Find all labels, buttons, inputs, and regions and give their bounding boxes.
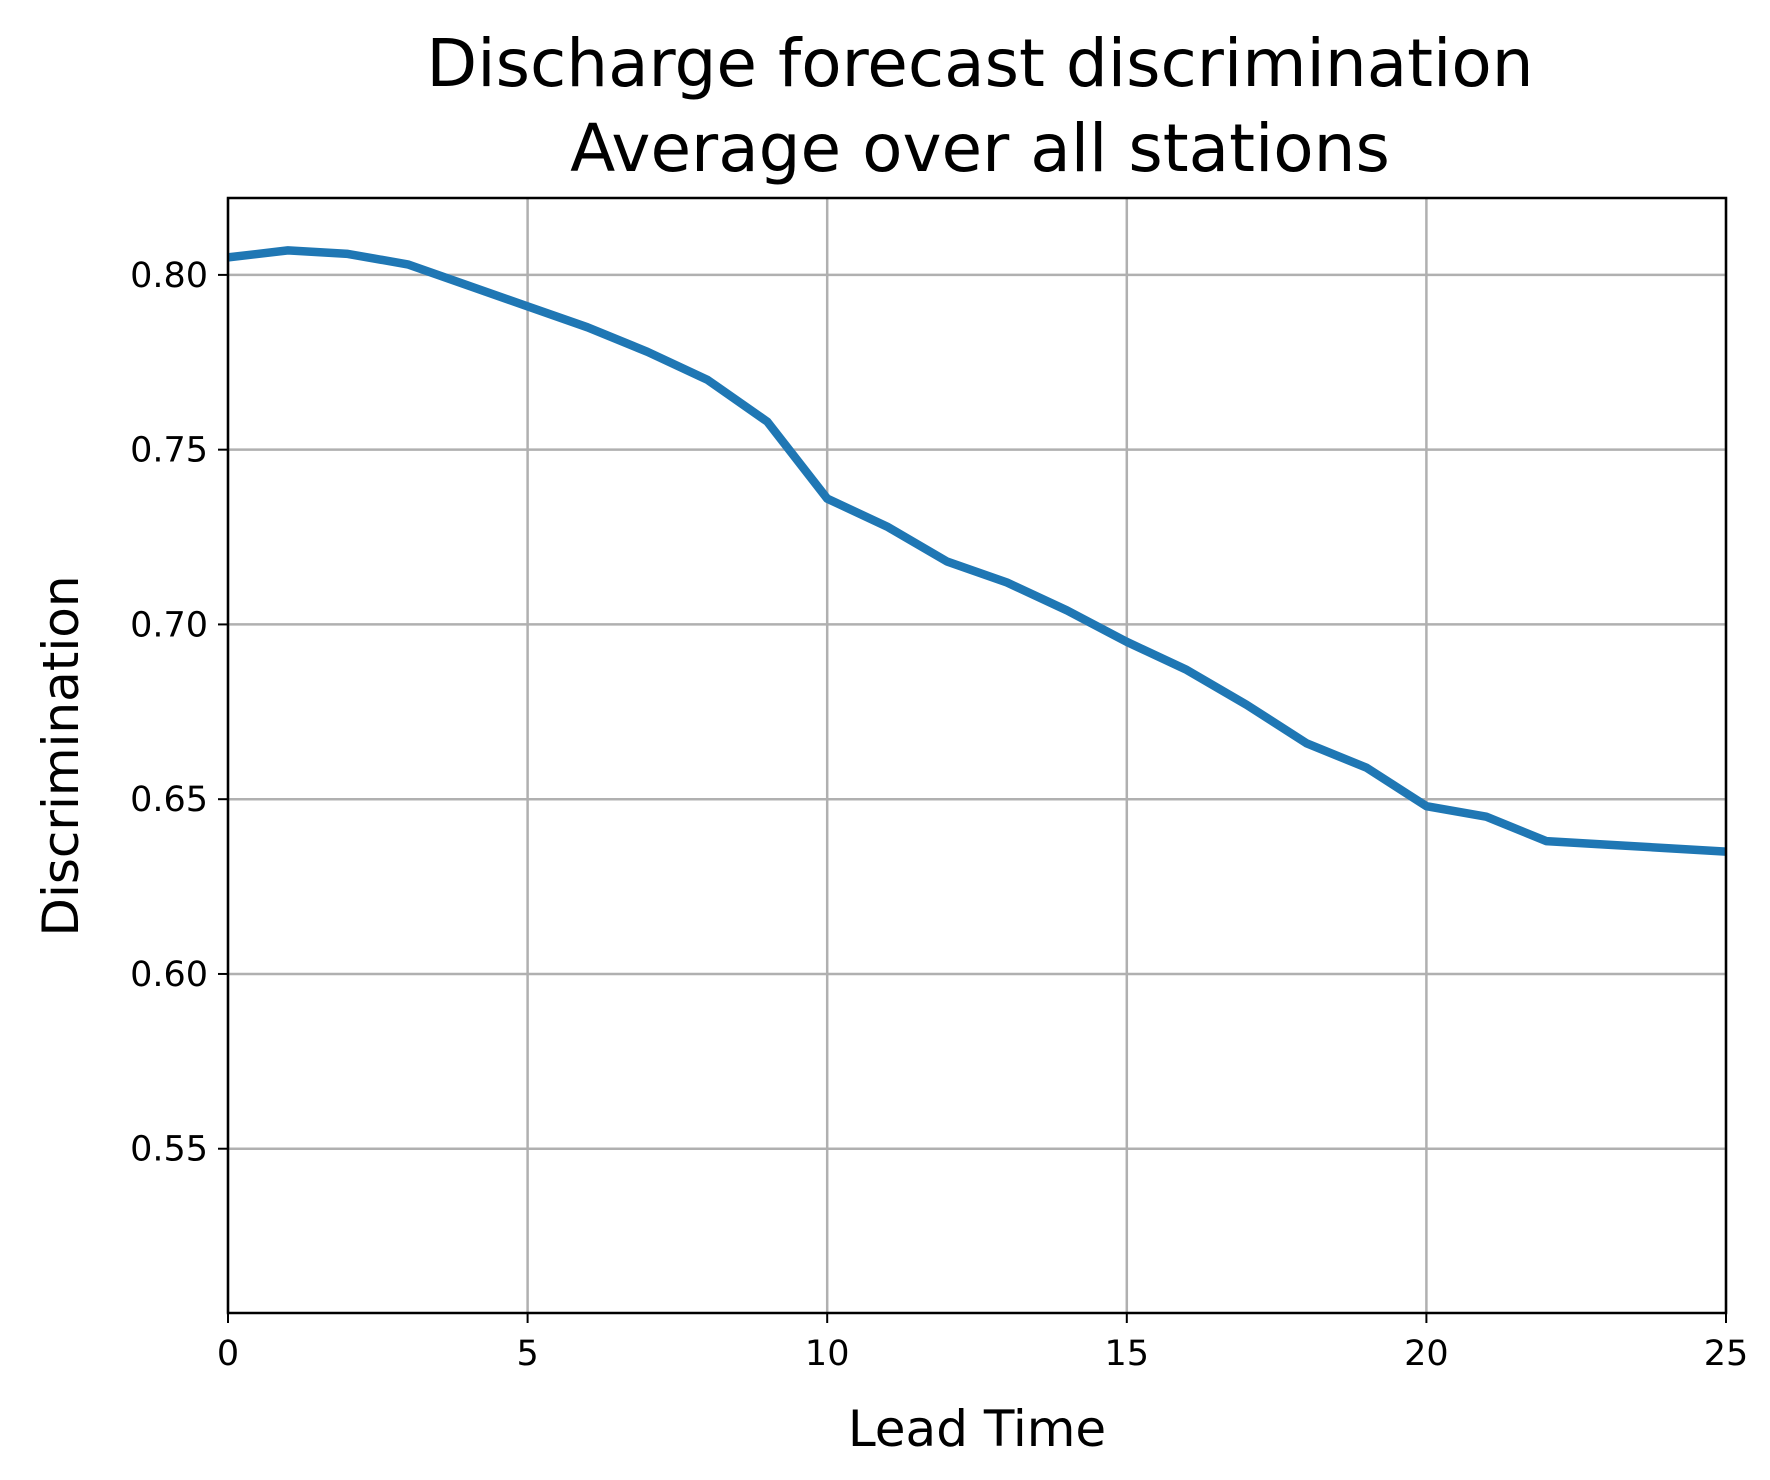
series-line bbox=[227, 246, 1727, 856]
x-axis-label: Lead Time bbox=[848, 1400, 1106, 1458]
x-tick-label: 0 bbox=[217, 1334, 239, 1374]
y-tick-label: 0.65 bbox=[130, 780, 208, 820]
y-tick-label: 0.70 bbox=[130, 605, 208, 645]
axis-ticks: 0 5 10 15 20 25 0.55 0.60 0.65 0.70 0.75 0.80 bbox=[130, 256, 1748, 1374]
series-layer bbox=[227, 246, 1727, 856]
y-tick-label: 0.75 bbox=[130, 431, 208, 471]
y-tick-label: 0.80 bbox=[130, 256, 208, 296]
x-tick-label: 15 bbox=[1105, 1334, 1150, 1374]
x-tick-label: 10 bbox=[805, 1334, 850, 1374]
plot-frame bbox=[226, 196, 1728, 1315]
chart-title-line-1: Discharge forecast discrimination bbox=[426, 25, 1533, 102]
x-tick-label: 20 bbox=[1404, 1334, 1449, 1374]
y-axis-label: Discrimination bbox=[32, 575, 90, 936]
y-tick-label: 0.55 bbox=[130, 1130, 208, 1170]
x-tick-label: 5 bbox=[516, 1334, 538, 1374]
y-tick-label: 0.60 bbox=[130, 955, 208, 995]
x-tick-label: 25 bbox=[1704, 1334, 1749, 1374]
chart-title-line-2: Average over all stations bbox=[570, 110, 1390, 187]
